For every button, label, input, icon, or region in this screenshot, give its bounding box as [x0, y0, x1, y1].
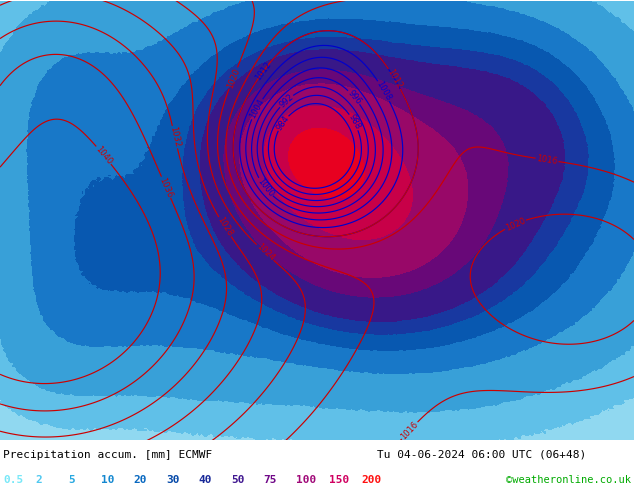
Text: 1028: 1028: [216, 216, 234, 238]
Text: 1000: 1000: [255, 176, 275, 198]
Text: 150: 150: [329, 475, 349, 485]
Text: 1040: 1040: [93, 144, 114, 166]
Text: 40: 40: [198, 475, 212, 485]
Text: 20: 20: [133, 475, 147, 485]
Text: 0.5: 0.5: [3, 475, 23, 485]
Text: 5: 5: [68, 475, 75, 485]
Text: 988: 988: [346, 113, 362, 131]
Text: 984: 984: [275, 114, 291, 132]
Text: 10: 10: [101, 475, 114, 485]
Text: 1012: 1012: [385, 68, 404, 90]
Text: 1024: 1024: [254, 242, 276, 263]
Text: 1004: 1004: [248, 98, 266, 121]
Text: 200: 200: [361, 475, 382, 485]
Text: 1020: 1020: [225, 67, 242, 90]
Text: 1020: 1020: [504, 216, 527, 232]
Text: 2: 2: [36, 475, 42, 485]
Text: 1016: 1016: [536, 154, 558, 166]
Text: 1008: 1008: [375, 80, 393, 102]
Text: 1016: 1016: [399, 419, 420, 441]
Text: Precipitation accum. [mm] ECMWF: Precipitation accum. [mm] ECMWF: [3, 450, 212, 460]
Text: 1032: 1032: [168, 126, 181, 148]
Text: 100: 100: [296, 475, 316, 485]
Text: 992: 992: [278, 92, 295, 110]
Text: 1012: 1012: [254, 60, 273, 82]
Text: ©weatheronline.co.uk: ©weatheronline.co.uk: [506, 475, 631, 485]
Text: 1036: 1036: [158, 176, 174, 199]
Text: Tu 04-06-2024 06:00 UTC (06+48): Tu 04-06-2024 06:00 UTC (06+48): [377, 450, 586, 460]
Text: 30: 30: [166, 475, 179, 485]
Text: 50: 50: [231, 475, 245, 485]
Text: 996: 996: [346, 88, 363, 106]
Text: 75: 75: [264, 475, 277, 485]
